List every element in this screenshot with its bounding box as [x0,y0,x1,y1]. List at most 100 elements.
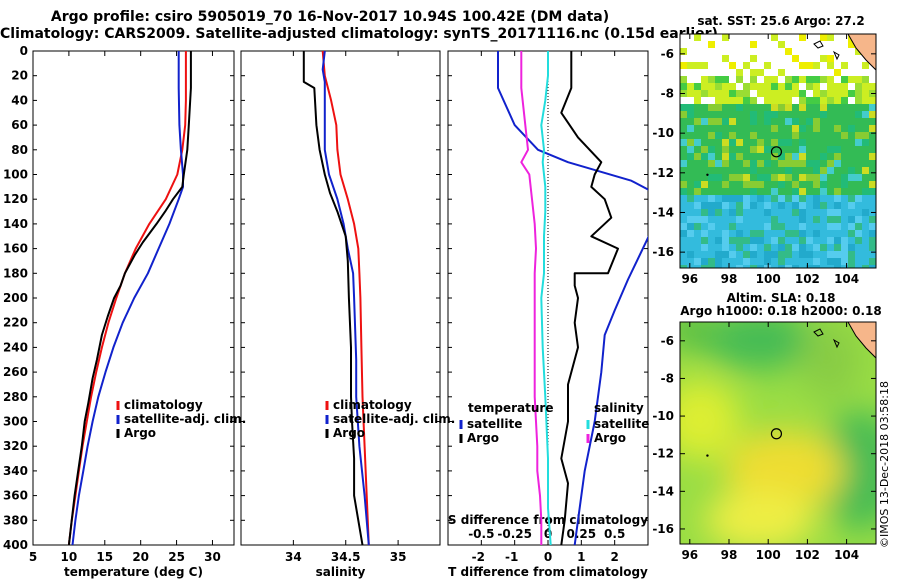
x-tick-label-temp: 25 [168,550,185,564]
sst-pixel [736,202,743,209]
sst-pixel [778,69,785,76]
sst-pixel [764,125,771,132]
sst-pixel [764,153,771,160]
sst-pixel [799,62,806,69]
sst-pixel [743,174,750,181]
sst-pixel [743,216,750,223]
map-y-tick-label: -6 [661,334,674,348]
map-y-tick-label: -14 [652,484,674,498]
sst-pixel [799,153,806,160]
sst-pixel [750,104,757,111]
sst-pixel [743,118,750,125]
sst-pixel [799,118,806,125]
sst-pixel [841,153,848,160]
sst-pixel [792,111,799,118]
sst-pixel [694,104,701,111]
series-line-temperature-satellite-lower- [573,235,648,545]
sst-pixel [827,111,834,118]
sst-pixel [806,97,813,104]
sst-pixel [785,48,792,55]
sst-pixel [743,258,750,265]
sst-pixel [757,125,764,132]
sst-pixel [869,118,876,125]
sst-pixel [841,139,848,146]
sst-pixel [680,188,687,195]
sst-pixel [729,174,736,181]
sst-pixel [729,251,736,258]
sst-pixel [729,167,736,174]
sst-pixel [715,195,722,202]
sst-pixel [708,125,715,132]
sst-pixel [834,111,841,118]
sst-pixel [764,132,771,139]
sst-pixel [848,76,855,83]
sst-pixel [750,258,757,265]
sst-pixel [827,167,834,174]
sst-pixel [813,90,820,97]
sst-pixel [855,111,862,118]
sst-pixel [862,174,869,181]
sst-pixel [799,237,806,244]
sst-pixel [785,237,792,244]
sst-pixel [722,181,729,188]
sst-pixel [715,188,722,195]
sst-pixel [764,181,771,188]
sst-pixel [750,195,757,202]
sst-pixel [848,230,855,237]
depth-tick-label: 0 [20,44,28,58]
sst-pixel [771,111,778,118]
depth-tick-label: 240 [3,340,28,354]
x-tick-label-temp: 20 [132,550,149,564]
sst-pixel [848,118,855,125]
sst-pixel [771,202,778,209]
sla-blob [725,430,845,510]
sst-pixel [820,118,827,125]
sst-pixel [862,181,869,188]
sst-pixel [841,118,848,125]
sla-smooth-field [680,322,876,544]
sst-pixel [736,181,743,188]
sst-pixel [701,125,708,132]
sst-pixel [701,167,708,174]
map-y-tick-label: -12 [652,166,674,180]
sst-pixel [827,258,834,265]
sst-pixel [743,90,750,97]
sst-pixel [722,209,729,216]
sst-pixel [743,167,750,174]
sst-pixel [848,153,855,160]
sst-pixel [869,265,876,268]
sst-pixel [778,202,785,209]
sst-pixel [694,244,701,251]
sst-pixel [792,76,799,83]
sst-pixel [750,146,757,153]
sst-pixel [869,146,876,153]
sst-pixel [743,195,750,202]
sst-pixel [813,209,820,216]
sst-pixel [862,104,869,111]
sst-pixel [729,104,736,111]
sst-pixel [827,55,834,62]
sst-pixel [757,153,764,160]
sst-pixel [743,188,750,195]
sst-pixel [855,139,862,146]
sst-pixel [813,104,820,111]
sst-pixel [708,132,715,139]
sst-pixel [729,125,736,132]
x2-tick-label: -0.25 [497,527,532,541]
sst-pixel [736,265,743,268]
sst-pixel [722,202,729,209]
sst-pixel [820,230,827,237]
sla-blob [680,380,740,460]
sst-pixel [855,90,862,97]
sst-pixel [694,188,701,195]
sst-pixel [687,237,694,244]
sst-pixel [729,223,736,230]
sst-pixel [764,167,771,174]
sst-pixel [764,223,771,230]
sst-pixel [841,132,848,139]
sst-pixel [855,195,862,202]
sst-pixel [834,188,841,195]
sst-pixel [820,216,827,223]
sst-pixel [792,104,799,111]
sst-pixel [785,118,792,125]
